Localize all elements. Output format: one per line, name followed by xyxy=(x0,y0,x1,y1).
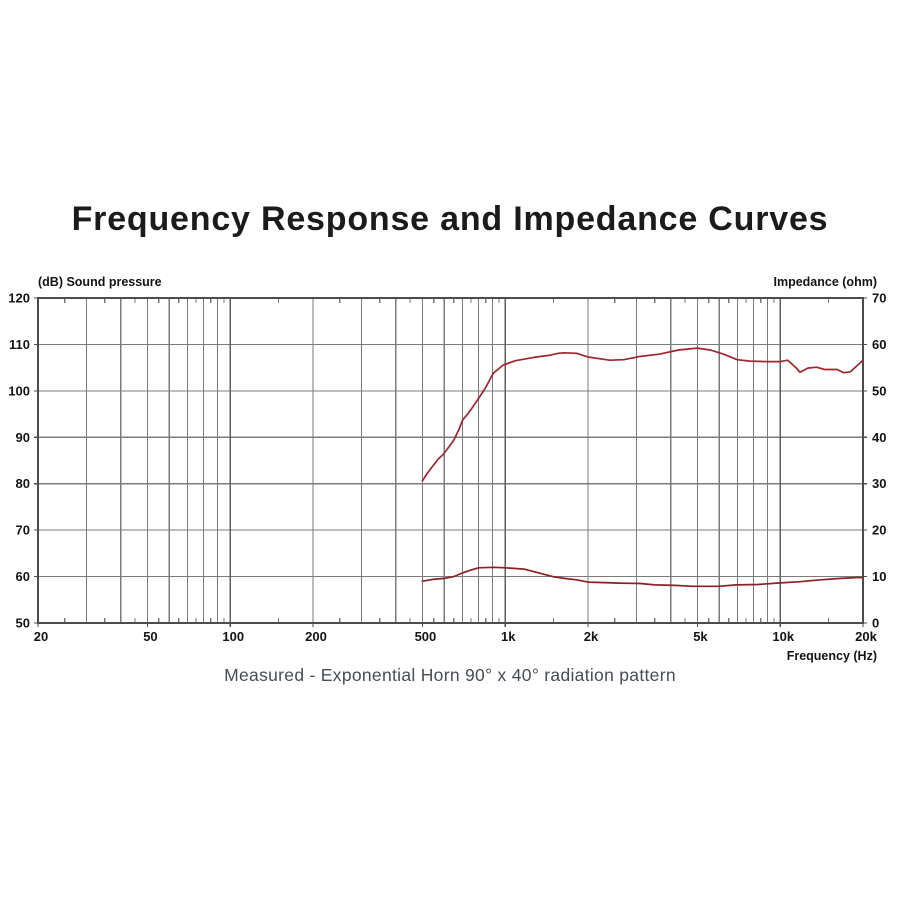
axis-text: 70 xyxy=(16,523,30,538)
impedance-curve xyxy=(421,566,864,588)
chart-area: 120 110 100 90 80 70 60 50 70 60 50 40 30 20 10 0 20 50 10… xyxy=(0,270,900,670)
axis-text: 60 xyxy=(16,569,30,584)
axis-text: 120 xyxy=(8,291,30,306)
axis-text: 1k xyxy=(501,629,516,644)
axis-text: 100 xyxy=(8,383,30,398)
axis-text: 70 xyxy=(872,291,886,306)
chart-caption: Measured - Exponential Horn 90° x 40° ra… xyxy=(224,665,676,685)
axis-text: 80 xyxy=(16,476,30,491)
axis-text: (dB) Sound pressure xyxy=(38,275,162,289)
axis-text: 30 xyxy=(872,476,886,491)
axis-text: 60 xyxy=(872,337,886,352)
axis-text: 10 xyxy=(872,569,886,584)
axis-text: 500 xyxy=(415,629,437,644)
sound-pressure-curve xyxy=(421,347,864,482)
axis-text: Impedance (ohm) xyxy=(774,275,878,289)
axis-text: 90 xyxy=(16,430,30,445)
axis-text: Frequency (Hz) xyxy=(787,649,877,663)
axis-text: 2k xyxy=(584,629,599,644)
axis-text: 20 xyxy=(34,629,48,644)
page-title: Frequency Response and Impedance Curves xyxy=(71,200,829,238)
axis-text: 10k xyxy=(772,629,794,644)
axis-text: 20 xyxy=(872,523,886,538)
plot-frame xyxy=(37,297,864,624)
axis-text: 100 xyxy=(222,629,244,644)
axis-text: 20k xyxy=(855,629,877,644)
axis-text: 0 xyxy=(872,616,879,631)
axis-text: 50 xyxy=(872,383,886,398)
axis-text: 200 xyxy=(305,629,327,644)
grid xyxy=(34,297,867,627)
axis-text: 110 xyxy=(9,337,30,352)
axis-text: 40 xyxy=(872,430,886,445)
axis-text: 50 xyxy=(143,629,157,644)
axis-text: 5k xyxy=(693,629,708,644)
axis-text: 50 xyxy=(16,616,30,631)
